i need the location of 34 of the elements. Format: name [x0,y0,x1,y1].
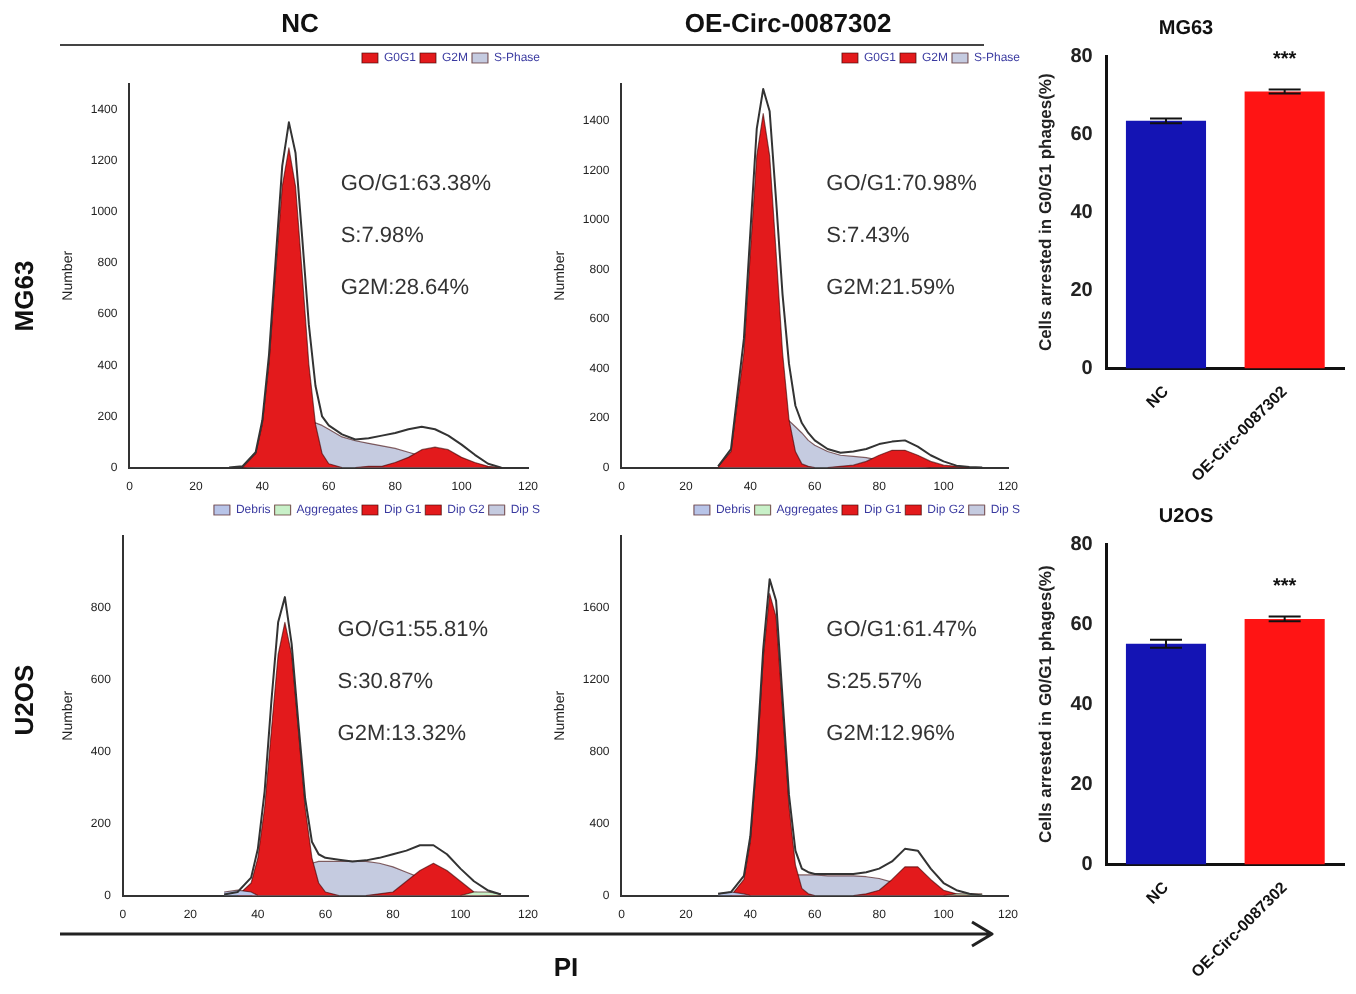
y-tick-label: 60 [1070,123,1094,146]
y-tick-label: 20 [1070,773,1094,796]
y-tick-label: 40 [1070,201,1094,224]
annotation: GO/G1:63.38% [340,171,492,196]
annotation: S:7.98% [340,223,425,248]
x-tick-label: NC [1142,878,1173,908]
annotation: G2M:12.96% [826,721,956,746]
chart-title: MG63 [1158,17,1215,40]
text: U2OS [9,664,39,736]
y-tick-label: 0 [1081,357,1094,380]
annotation: G2M:28.64% [340,275,470,300]
annotation: G2M:13.32% [337,721,467,746]
y-tick-label: 0 [1081,853,1094,876]
chart-title: U2OS [1158,505,1214,528]
text: OE-Circ-0087302 [684,8,892,38]
annotation: *** [1272,49,1297,72]
annotation: GO/G1:61.47% [826,617,978,642]
annotation: GO/G1:70.98% [826,171,978,196]
y-tick-label: 80 [1070,45,1094,68]
annotation: S:25.57% [826,669,923,694]
y-tick-label: 80 [1070,533,1094,556]
text: PI [553,952,579,982]
text: MG63 [9,260,39,332]
annotation: S:7.43% [826,223,910,248]
y-axis-title: Cells arrested in G0/G1 phages(%) [1034,565,1055,844]
annotation: S:30.87% [337,669,434,694]
text: NC [281,8,319,38]
annotation: *** [1272,576,1297,599]
y-tick-label: 60 [1070,613,1094,636]
y-axis-title: Cells arrested in G0/G1 phages(%) [1034,73,1055,352]
y-tick-label: 20 [1070,279,1094,302]
annotation: GO/G1:55.81% [337,617,489,642]
y-tick-label: 40 [1070,693,1094,716]
annotation: G2M:21.59% [826,275,956,300]
